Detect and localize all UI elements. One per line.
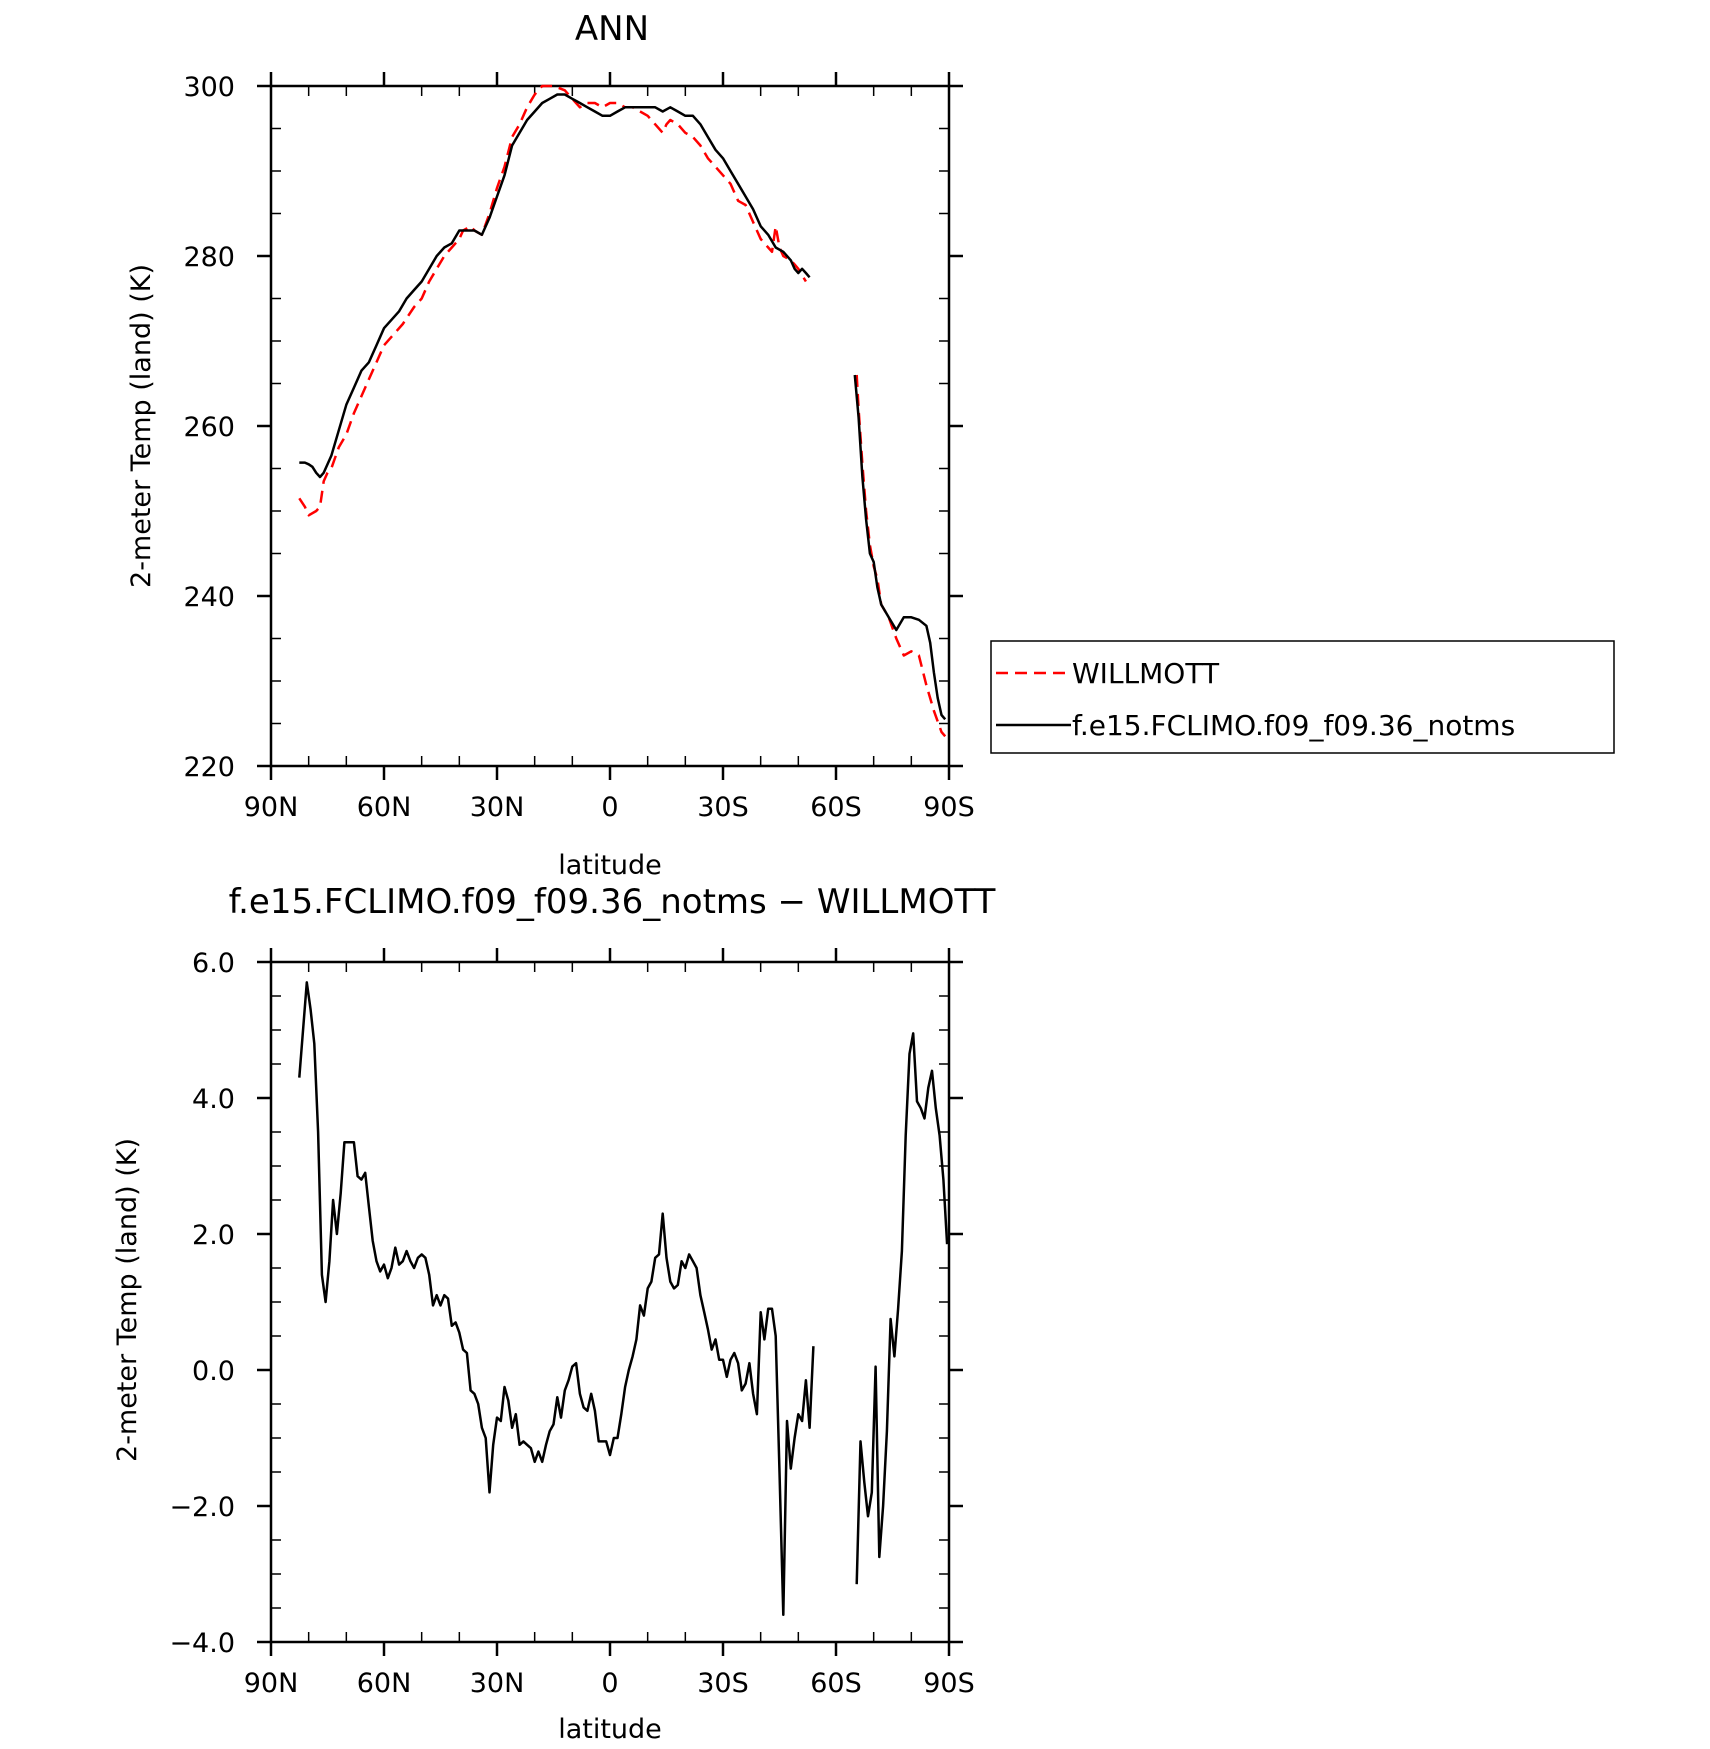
- axis-ticks: 90N 60N 30N 0 30S 60S 90S −4.0 −2.0 0.0 2.0 4.0 6.0: [169, 948, 975, 1699]
- y-tick-label: 6.0: [192, 948, 235, 979]
- plot-frame: [269, 960, 951, 1644]
- y-tick-label: −2.0: [169, 1492, 235, 1523]
- series-line-0-segment-1: [855, 1032, 949, 1585]
- top-panel: ANN 90N 60N 30N 0 30S 60S 90S 220 240 260 280 300 l…: [126, 9, 1615, 881]
- x-tick-label: 60S: [810, 792, 862, 823]
- legend-label-willmott: WILLMOTT: [1072, 657, 1220, 690]
- y-tick-label: 260: [183, 412, 235, 443]
- legend-label-model: f.e15.FCLIMO.f09_f09.36_notms: [1072, 709, 1515, 742]
- x-tick-label: 30S: [697, 792, 749, 823]
- panel-title: f.e15.FCLIMO.f09_f09.36_notms − WILLMOTT: [229, 882, 996, 922]
- y-tick-label: 300: [183, 72, 235, 103]
- y-tick-label: 0.0: [192, 1356, 235, 1387]
- axis-ticks: 90N 60N 30N 0 30S 60S 90S 220 240 260 280 300: [183, 72, 975, 823]
- x-tick-label: 90S: [923, 792, 975, 823]
- x-axis-label: latitude: [558, 1714, 662, 1745]
- bottom-panel: f.e15.FCLIMO.f09_f09.36_notms − WILLMOTT…: [112, 882, 996, 1745]
- x-tick-label: 30N: [470, 1668, 525, 1699]
- x-tick-label: 60N: [357, 792, 412, 823]
- series-lines: [298, 981, 949, 1617]
- series-line-0-segment-0: [298, 84, 807, 517]
- series-line-0-segment-0: [298, 981, 815, 1617]
- y-tick-label: 2.0: [192, 1220, 235, 1251]
- y-tick-label: 4.0: [192, 1084, 235, 1115]
- series-line-1-segment-0: [299, 93, 811, 479]
- x-tick-label: 90N: [244, 792, 299, 823]
- series-line-1-segment-1: [853, 374, 947, 721]
- x-tick-label: 30S: [697, 1668, 749, 1699]
- y-tick-label: 220: [183, 752, 235, 783]
- x-tick-label: 60S: [810, 1668, 862, 1699]
- series-lines: [298, 84, 947, 738]
- y-tick-label: −4.0: [169, 1628, 235, 1659]
- y-tick-label: 280: [183, 242, 235, 273]
- plot-frame: [269, 84, 951, 768]
- y-axis-label: 2-meter Temp (land) (K): [126, 264, 157, 588]
- x-tick-label: 90N: [244, 1668, 299, 1699]
- x-tick-label: 0: [601, 792, 618, 823]
- x-axis-label: latitude: [558, 850, 662, 881]
- legend: WILLMOTT f.e15.FCLIMO.f09_f09.36_notms: [990, 640, 1615, 754]
- x-tick-label: 30N: [470, 792, 525, 823]
- x-tick-label: 90S: [923, 1668, 975, 1699]
- y-axis-label: 2-meter Temp (land) (K): [112, 1138, 143, 1462]
- x-tick-label: 60N: [357, 1668, 412, 1699]
- x-tick-label: 0: [601, 1668, 618, 1699]
- y-tick-label: 240: [183, 582, 235, 613]
- legend-box: [990, 640, 1615, 754]
- panel-title: ANN: [575, 9, 649, 49]
